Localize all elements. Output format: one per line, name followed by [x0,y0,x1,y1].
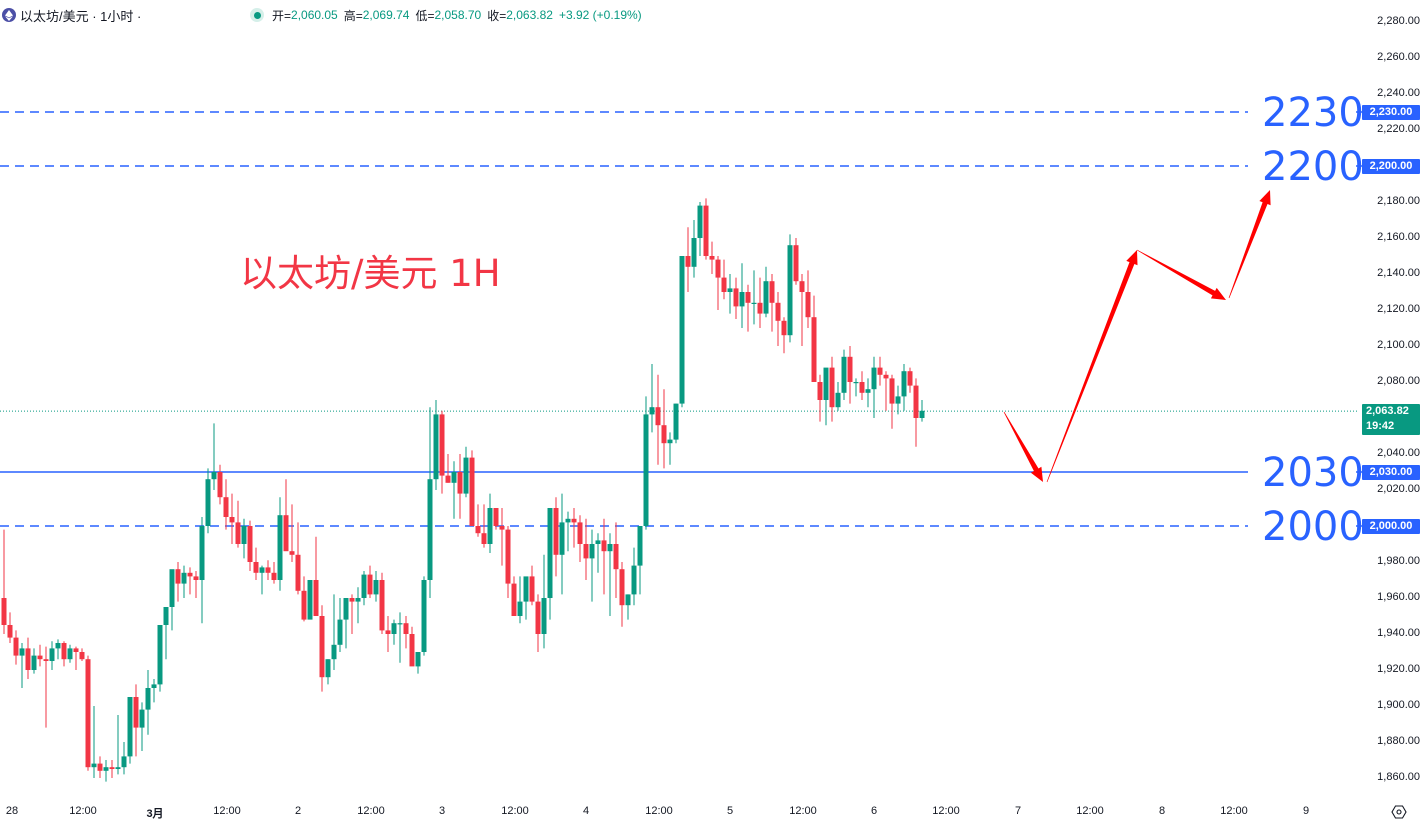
settings-gear-icon[interactable] [1391,804,1407,820]
price-tick-label: 1,980.00 [1377,555,1420,567]
close-label: 收= [487,8,507,23]
time-tick-label: 12:00 [789,805,817,817]
price-tick-label: 2,120.00 [1377,303,1420,315]
price-tick-label: 1,920.00 [1377,663,1420,675]
price-tag-2000: 2,000.00 [1362,519,1420,534]
time-tick-label: 12:00 [645,805,673,817]
level-label-2000[interactable]: 2000 [1262,504,1364,550]
price-tick-label: 2,240.00 [1377,87,1420,99]
symbol-legend[interactable]: 以太坊/美元 · 1小时 · [2,6,141,24]
price-tag-2030: 2,030.00 [1362,465,1420,480]
time-tick-label: 28 [5,805,19,817]
time-tick-label: 3 [438,805,446,817]
change-value: +3.92 (+0.19%) [558,8,642,22]
price-tick-label: 1,960.00 [1377,591,1420,603]
projection-arrow-1 [1003,411,1043,482]
low-value: 2,058.70 [434,8,482,22]
price-tick-label: 2,040.00 [1377,447,1420,459]
time-tick-label: 3月 [146,808,164,820]
time-tick-label: 12:00 [932,805,960,817]
projection-arrow-2 [1046,250,1138,483]
price-tick-label: 2,160.00 [1377,231,1420,243]
time-tick-label: 12:00 [69,805,97,817]
price-tag-2230: 2,230.00 [1362,105,1420,120]
price-tick-label: 2,280.00 [1377,15,1420,27]
time-tick-label: 12:00 [1220,805,1248,817]
level-label-2230[interactable]: 2230 [1262,90,1364,136]
low-label: 低= [415,8,435,23]
high-label: 高= [343,8,363,23]
open-value: 2,060.05 [291,8,338,22]
market-status-dot-icon[interactable] [250,8,264,22]
chart-annotation-title[interactable]: 以太坊/美元 1H [240,252,501,295]
time-tick-label: 9 [1302,805,1310,817]
price-tick-label: 1,940.00 [1377,627,1420,639]
high-value: 2,069.74 [362,8,410,22]
time-tick-label: 12:00 [1076,805,1104,817]
candlestick-series[interactable] [1,198,925,782]
price-tick-label: 1,860.00 [1377,771,1420,783]
price-tick-label: 2,180.00 [1377,195,1420,207]
time-tick-label: 7 [1014,805,1022,817]
time-tick-label: 6 [870,805,878,817]
price-tick-label: 2,260.00 [1377,51,1420,63]
price-tick-label: 2,220.00 [1377,123,1420,135]
price-tick-label: 1,880.00 [1377,735,1420,747]
time-tick-label: 5 [726,805,734,817]
open-label: 开= [272,8,292,23]
bar-countdown: 19:42 [1366,420,1395,432]
last-price-tag: 2,063.82 19:42 [1362,404,1420,435]
price-tick-label: 2,020.00 [1377,483,1420,495]
price-tick-label: 1,900.00 [1377,699,1420,711]
projection-arrow-4 [1228,190,1271,299]
price-tick-label: 2,080.00 [1377,375,1420,387]
ethereum-icon [2,8,16,22]
last-price-value: 2,063.82 [1366,405,1409,417]
time-tick-label: 8 [1158,805,1166,817]
price-tick-label: 2,140.00 [1377,267,1420,279]
time-tick-label: 12:00 [501,805,529,817]
level-label-2030[interactable]: 2030 [1262,450,1364,496]
level-label-2200[interactable]: 2200 [1262,144,1364,190]
symbol-title: 以太坊/美元 · 1小时 · [20,8,142,24]
ohlc-legend: 开= 2,060.05 高= 2,069.74 低= 2,058.70 收= 2,063… [250,6,642,24]
time-tick-label: 12:00 [213,805,241,817]
price-tag-2200: 2,200.00 [1362,159,1420,174]
price-tick-label: 2,100.00 [1377,339,1420,351]
time-tick-label: 2 [294,805,302,817]
time-tick-label: 12:00 [357,805,385,817]
close-value: 2,063.82 [506,8,553,22]
projection-arrow-3 [1136,249,1226,300]
time-tick-label: 4 [582,805,590,817]
